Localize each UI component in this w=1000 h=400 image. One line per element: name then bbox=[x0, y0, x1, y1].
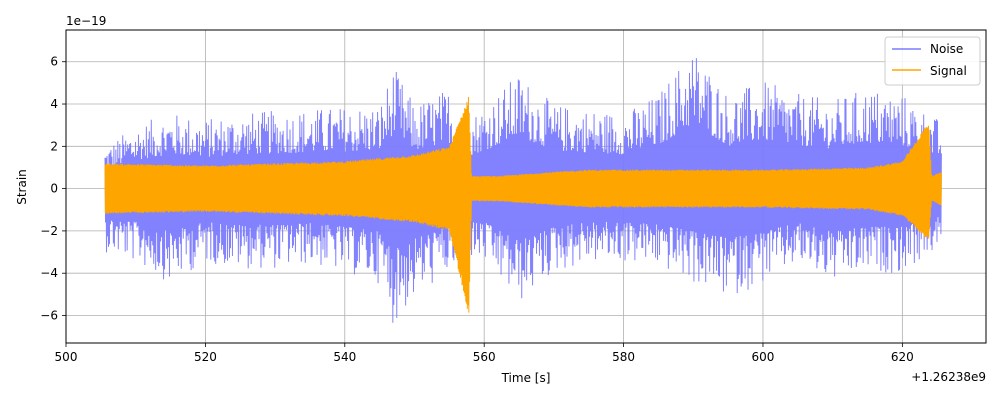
y-tick-label: −4 bbox=[40, 266, 58, 280]
x-tick-label: 500 bbox=[55, 350, 78, 364]
x-axis-label: Time [s] bbox=[501, 371, 551, 385]
ticks: 500 520 540 560 580 600 620 −6 −4 −2 0 2 4 6 bbox=[40, 55, 914, 364]
plot-frame bbox=[65, 29, 987, 344]
series-layer bbox=[104, 58, 942, 323]
signal-series-line bbox=[104, 96, 942, 313]
x-tick-label: 520 bbox=[194, 350, 217, 364]
legend-noise-label: Noise bbox=[930, 42, 963, 56]
x-offset-label: +1.26238e9 bbox=[911, 370, 986, 384]
y-tick-label: −6 bbox=[40, 309, 58, 323]
noise-series-line bbox=[104, 58, 942, 323]
x-tick-label: 560 bbox=[473, 350, 496, 364]
y-tick-label: −2 bbox=[40, 224, 58, 238]
y-scale-label: 1e−19 bbox=[66, 14, 106, 28]
x-tick-label: 540 bbox=[333, 350, 356, 364]
y-tick-label: 6 bbox=[50, 55, 58, 69]
y-tick-label: 0 bbox=[50, 182, 58, 196]
y-tick-label: 4 bbox=[50, 97, 58, 111]
x-tick-label: 620 bbox=[891, 350, 914, 364]
y-tick-label: 2 bbox=[50, 139, 58, 153]
y-axis-label: Strain bbox=[15, 169, 29, 205]
x-tick-label: 600 bbox=[752, 350, 775, 364]
x-tick-label: 580 bbox=[612, 350, 635, 364]
legend: Noise Signal bbox=[884, 36, 981, 86]
legend-signal-label: Signal bbox=[930, 64, 967, 78]
